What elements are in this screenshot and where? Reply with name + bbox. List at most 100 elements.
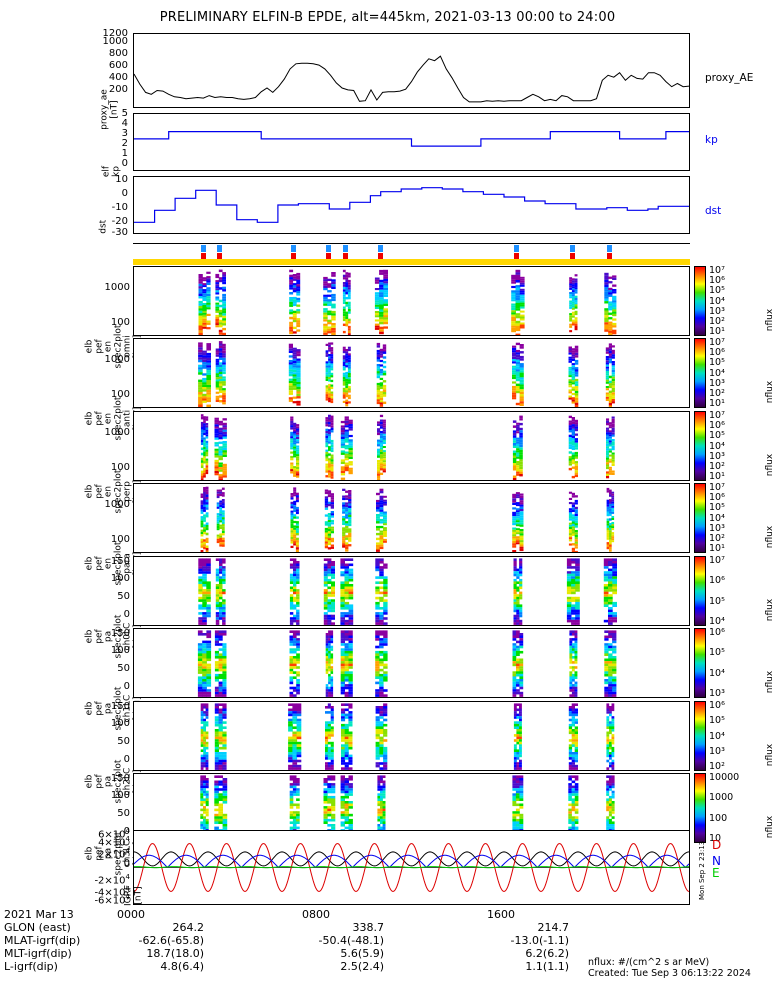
energy-2-colorbar-tick: 10⁴ [709,440,725,452]
energy-2-colorbar-tick: 10⁷ [709,410,725,421]
panel-kp-right-label: kp [705,134,718,146]
pa-0-colorbar-tick: 10⁷ [709,555,725,566]
igrf-legend-n: N [712,854,721,868]
panel-pa-0 [133,556,690,626]
energy-3-colorbar-tick: 10⁵ [709,502,725,514]
igrf-legend-d: D [712,838,722,852]
pa-2-colorbar [694,701,706,771]
pa-2-colorbar-tick: 10⁶ [709,700,725,711]
energy-1-colorbar-label: nflux [765,380,775,404]
energy-0-colorbar [694,266,706,336]
energy-1-colorbar-tick: 10¹ [709,398,725,409]
bottom-row-value: -62.6(-65.8) [138,934,204,947]
panel-pa-2-ytick: 100 [110,718,130,729]
pa-1-colorbar-tick: 10⁶ [709,627,725,638]
spectrogram-data [200,486,615,552]
x-tick-label: 1600 [487,908,515,921]
spectrogram-data [198,269,617,335]
bottom-row-value: 6.2(6.2) [525,947,569,960]
panel-energy-2-ytick: 100 [110,462,130,473]
pa-0-colorbar-tick: 10⁴ [709,616,725,627]
panel-energy-1-ytick: 1000 [104,354,130,365]
energy-2-colorbar-label: nflux [765,453,775,477]
panel-pa-1-ytick: 0 [123,681,130,692]
pa-3-colorbar-label: nflux [765,815,775,839]
energy-3-colorbar-label: nflux [765,525,775,549]
panel-dst [133,176,690,234]
bottom-row-value: 1.1(1.1) [525,960,569,973]
pass-marker-blue [325,245,331,252]
panel-energy-1-ylabel: elb pef en spec2plot anti [keV] [84,396,143,441]
footer-block: nflux: #/(cm^2 s ar MeV) Created: Tue Se… [588,957,751,979]
pass-marker-red [325,253,331,259]
footer-nflux-units: nflux: #/(cm^2 s ar MeV) [588,957,710,968]
spectrogram-data [200,703,615,770]
dst-step-trace [134,187,689,223]
pass-marker-blue [217,245,223,252]
pa-1-colorbar-tick: 10³ [709,688,725,699]
bottom-row-value: -13.0(-1.1) [510,934,569,947]
yellow-coverage-bar [133,259,690,265]
panel-energy-0 [133,266,690,336]
energy-0-colorbar-tick: 10⁶ [709,275,725,287]
panel-energy-3-ytick: 100 [110,534,130,545]
bottom-row-label: MLT-igrf(dip) [4,947,72,960]
spectrogram-data [200,414,615,480]
marker-axis-line [133,243,690,244]
pa-1-colorbar-tick: 10⁵ [709,647,725,659]
panel-pa-3-ytick: 50 [117,808,130,819]
energy-1-colorbar-tick: 10² [709,387,725,399]
panel-pa-1-ylabel: elb pef pa spec2plot ch1LC [deg] [84,686,143,731]
panel-energy-0-ytick: 1000 [104,282,130,293]
pass-marker-red [217,253,223,259]
panel-energy-3-ytick: 1000 [104,499,130,510]
pa-0-colorbar-label: nflux [765,598,775,622]
panel-energy-1-ytick: 100 [110,389,130,400]
pa-3-colorbar [694,773,706,843]
pa-3-colorbar-tick: 1000 [709,792,734,804]
panel-pa-2-ytick: 150 [110,701,130,712]
pa-1-colorbar-label: nflux [765,670,775,694]
panel-proxy-ae [133,33,690,108]
energy-2-colorbar-tick: 10¹ [709,471,725,482]
bottom-info-table: 2021 Mar 13 GLON (east) 264.2 338.7 214.7 ML… [4,908,604,988]
pa-2-colorbar-tick: 10⁴ [709,730,725,742]
bottom-row-label: L-igrf(dip) [4,960,58,973]
igrf-side-timestamp: Mon Sep 2 23:13 [698,840,706,900]
igrf-legend-e: E [712,866,720,880]
page-title: PRELIMINARY ELFIN-B EPDE, alt=445km, 202… [159,10,616,25]
igrf-traces [134,843,689,893]
panel-energy-2-ylabel: elb pef en spec2plot perp [keV] [84,469,143,514]
x-tick-label: 0000 [117,908,145,921]
energy-0-colorbar-tick: 10³ [709,305,725,317]
panel-dst-right-label: dst [705,205,722,217]
x-tick-label: 0800 [302,908,330,921]
pass-marker-blue [201,245,207,252]
pass-marker-red [343,253,349,259]
energy-3-colorbar-tick: 10⁴ [709,512,725,524]
pass-marker-red [377,253,383,259]
bottom-row-value: -50.4(-48.1) [318,934,384,947]
pass-marker-blue [291,245,297,252]
pa-2-colorbar-tick: 10³ [709,745,725,757]
panel-pa-1 [133,628,690,698]
kp-step-trace [134,131,689,147]
pa-0-colorbar [694,556,706,626]
pass-marker-strip [133,241,690,265]
panel-proxy-ae-yticks: 1200 1000 800 600 400 200 [102,28,128,95]
panel-pa-3-ytick: 150 [110,773,130,784]
energy-0-colorbar-tick: 10¹ [709,326,725,337]
pass-marker-blue [606,245,612,252]
energy-0-colorbar-label: nflux [765,308,775,332]
energy-2-colorbar-tick: 10⁵ [709,430,725,442]
energy-0-colorbar-tick: 10² [709,315,725,327]
pa-0-colorbar-tick: 10⁶ [709,575,725,587]
bottom-row-value: 2.5(2.4) [340,960,384,973]
bottom-row-label: GLON (east) [4,921,71,934]
pass-marker-red [291,253,297,259]
igrf-legend: D N E [712,833,752,903]
pa-3-colorbar-tick: 10000 [709,772,740,783]
footer-created: Created: Tue Sep 3 06:13:22 2024 [588,968,751,979]
energy-0-colorbar-tick: 10⁵ [709,285,725,297]
